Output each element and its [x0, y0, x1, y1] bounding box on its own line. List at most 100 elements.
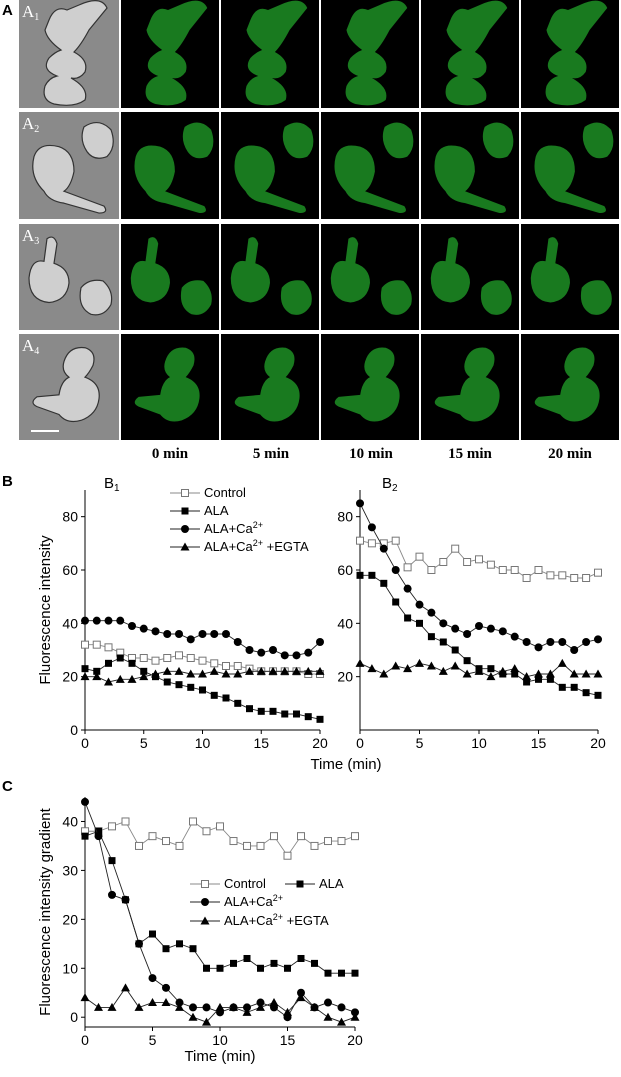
data-point [315, 666, 325, 675]
data-point [233, 662, 242, 670]
data-point [81, 832, 89, 840]
x-tick-label: 5 [140, 735, 148, 751]
data-point [546, 675, 554, 683]
data-point [230, 959, 237, 967]
legend-marker [201, 880, 209, 888]
data-point [570, 683, 578, 691]
data-point [439, 558, 448, 566]
data-point [311, 959, 318, 967]
data-point [415, 552, 424, 561]
data-point [134, 1002, 144, 1011]
legend-marker [201, 898, 209, 906]
fluorescence-image [121, 0, 219, 108]
data-point [356, 571, 364, 579]
data-point [439, 619, 448, 628]
data-point [269, 646, 277, 654]
data-point [463, 558, 472, 566]
data-point [256, 666, 266, 675]
data-point [269, 998, 279, 1007]
data-point [380, 579, 388, 587]
data-point [151, 669, 160, 678]
data-point [94, 832, 103, 841]
data-point [93, 667, 101, 675]
subpanel-label: B2 [382, 475, 398, 494]
time-label: 0 min [152, 446, 189, 462]
data-point [310, 1002, 319, 1011]
data-point [163, 630, 172, 638]
fluorescence-image [221, 112, 319, 219]
data-point [135, 939, 143, 948]
y-tick-label: 40 [62, 813, 78, 829]
data-point [215, 1002, 225, 1011]
data-point [546, 638, 555, 646]
panel-letter-c: C [2, 778, 13, 795]
legend-marker [296, 880, 304, 888]
data-point [256, 1002, 265, 1011]
data-point [139, 624, 148, 633]
data-point [243, 841, 251, 850]
fluorescence-image [521, 334, 619, 440]
data-point [245, 666, 254, 675]
data-point [487, 665, 495, 673]
data-point [128, 659, 136, 667]
x-tick-label: 15 [253, 735, 269, 751]
data-point [510, 664, 520, 673]
data-point [188, 1012, 198, 1021]
x-axis-label: Time (min) [184, 1048, 255, 1065]
data-point [594, 691, 602, 699]
data-point [569, 669, 579, 678]
x-tick-label: 10 [195, 735, 211, 751]
data-point [462, 669, 472, 678]
y-tick-label: 0 [70, 722, 78, 738]
data-point [486, 560, 495, 569]
data-point [475, 555, 483, 564]
legend-marker [181, 489, 189, 497]
legend-label: ALA+Ca2+ [204, 520, 263, 536]
data-point [233, 669, 243, 678]
data-point [116, 654, 124, 662]
data-point [337, 1003, 346, 1012]
y-tick-label: 80 [62, 509, 78, 525]
fluorescence-image [121, 334, 219, 440]
data-point [128, 622, 136, 630]
data-point [175, 1002, 184, 1011]
data-point [229, 1002, 238, 1011]
data-point [545, 669, 555, 678]
data-point [222, 662, 230, 670]
data-point [558, 571, 567, 580]
data-point [304, 648, 313, 657]
data-point [189, 1003, 197, 1012]
data-point [304, 713, 312, 721]
x-axis-label-b: Time (min) [310, 756, 381, 773]
data-point [187, 683, 195, 691]
series [80, 983, 360, 1026]
data-point [283, 1007, 292, 1016]
data-point [403, 664, 413, 673]
chart-c: 0 5 10 15 20 0 10 20 30 40 Fluorescence intensity … [37, 797, 363, 1065]
data-point [292, 651, 301, 660]
x-tick-label: 10 [212, 1032, 228, 1048]
data-point [337, 1017, 346, 1026]
data-point [186, 654, 195, 662]
data-point [486, 672, 496, 681]
time-label: 5 min [253, 446, 290, 462]
fluorescence-image [421, 224, 519, 330]
data-point [582, 638, 591, 646]
data-point [108, 890, 116, 899]
chart-b1: 0 5 10 15 20 0 20 40 60 80 B1 Fluorescence intensit… [37, 475, 328, 751]
x-tick-label: 20 [590, 735, 606, 751]
data-point [356, 499, 364, 508]
data-point [121, 895, 130, 904]
chart-panel-c: C 0 5 10 15 20 0 10 20 30 40 Fluorescence intensit… [2, 778, 363, 1065]
data-point [80, 993, 90, 1002]
data-point [415, 658, 424, 667]
time-label: 20 min [548, 446, 592, 462]
data-point [246, 705, 253, 713]
x-tick-label: 0 [81, 1032, 89, 1048]
subpanel-label: B1 [104, 475, 120, 494]
data-point [163, 654, 172, 662]
brightfield-image: A3 [19, 224, 119, 330]
legend-label: Control [224, 876, 266, 891]
data-point [367, 539, 376, 548]
